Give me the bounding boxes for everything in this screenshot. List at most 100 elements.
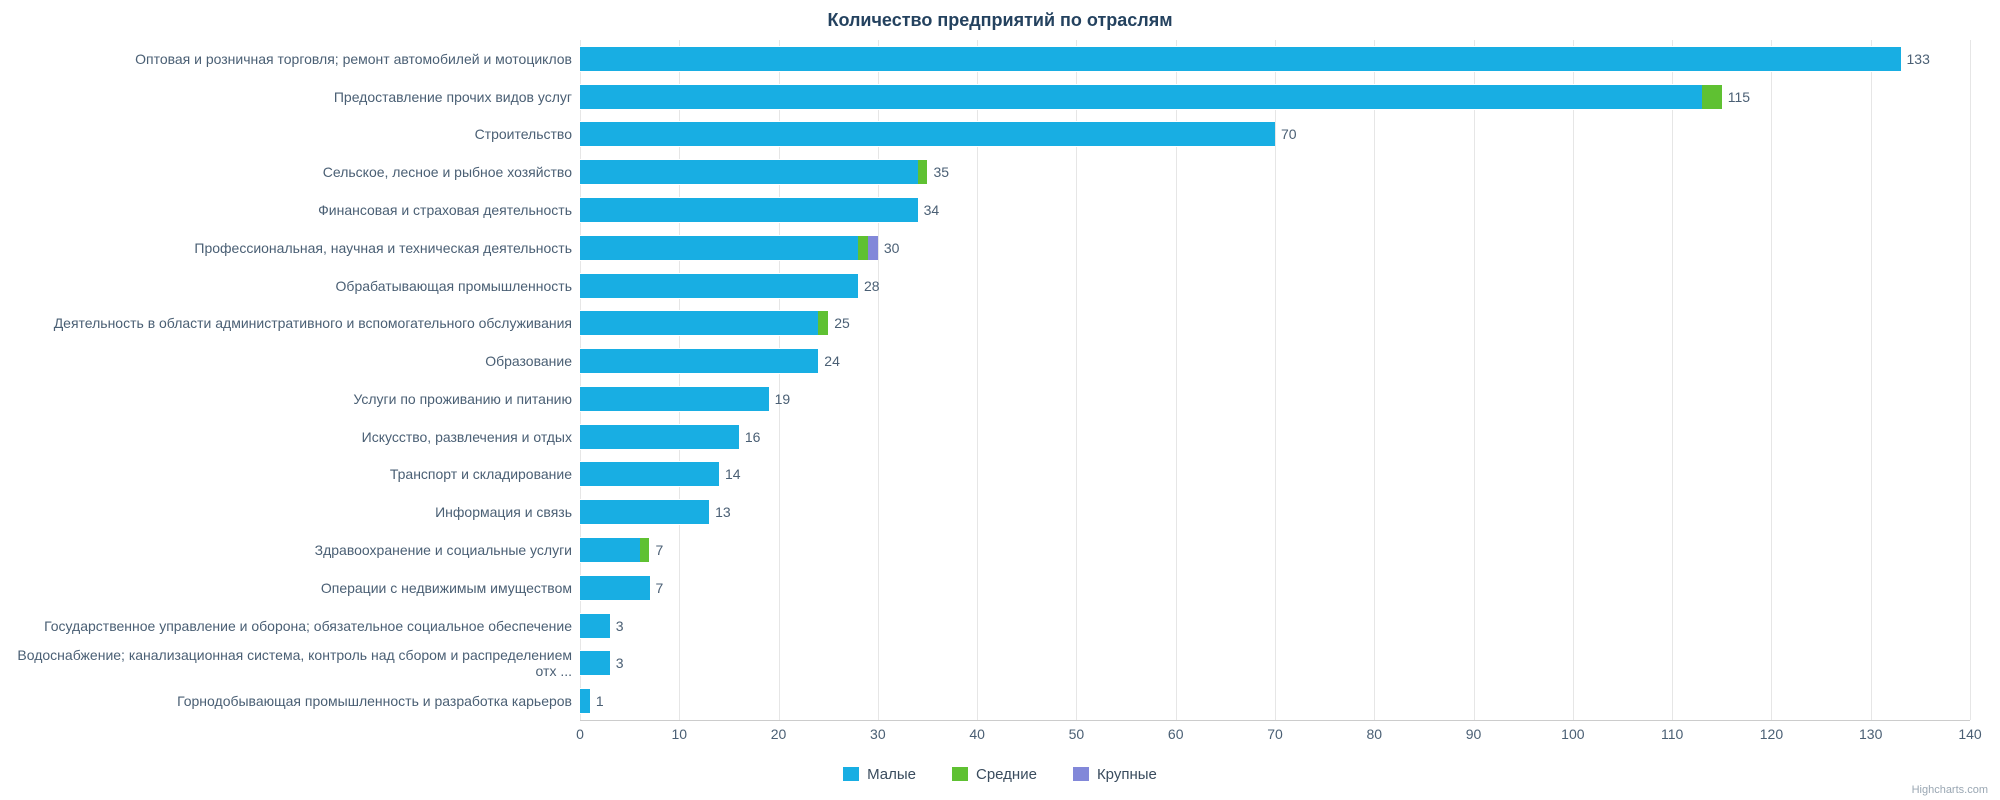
bar-total-label: 1	[596, 693, 604, 709]
bar-segment[interactable]	[580, 84, 1702, 110]
gridline	[1970, 40, 1971, 720]
category-label: Операции с недвижимым имуществом	[0, 580, 572, 596]
bar-segment[interactable]	[580, 537, 640, 563]
bar-total-label: 25	[834, 315, 850, 331]
category-label: Финансовая и страховая деятельность	[0, 202, 572, 218]
x-tick-label: 50	[1069, 726, 1085, 742]
bar-segment[interactable]	[580, 197, 918, 223]
bar-segment[interactable]	[818, 310, 828, 336]
bar-segment[interactable]	[580, 46, 1901, 72]
bar-segment[interactable]	[580, 159, 918, 185]
x-tick-label: 90	[1466, 726, 1482, 742]
category-label: Сельское, лесное и рыбное хозяйство	[0, 164, 572, 180]
x-tick-label: 60	[1168, 726, 1184, 742]
legend-item[interactable]: Малые	[843, 766, 916, 783]
bar-segment[interactable]	[580, 348, 818, 374]
bar-total-label: 70	[1281, 126, 1297, 142]
gridline	[1771, 40, 1772, 720]
category-label: Оптовая и розничная торговля; ремонт авт…	[0, 51, 572, 67]
bar-total-label: 34	[924, 202, 940, 218]
bar-segment[interactable]	[580, 499, 709, 525]
bar-row: 34	[580, 198, 939, 222]
category-label: Здравоохранение и социальные услуги	[0, 542, 572, 558]
plot-area: 0102030405060708090100110120130140133115…	[580, 40, 1970, 720]
gridline	[1573, 40, 1574, 720]
bar-total-label: 3	[616, 618, 624, 634]
bar-total-label: 14	[725, 466, 741, 482]
chart-title: Количество предприятий по отраслям	[0, 0, 2000, 31]
bar-total-label: 28	[864, 278, 880, 294]
category-label: Обрабатывающая промышленность	[0, 278, 572, 294]
bar-segment[interactable]	[580, 650, 610, 676]
y-axis-labels: Оптовая и розничная торговля; ремонт авт…	[0, 40, 572, 720]
gridline	[1374, 40, 1375, 720]
x-tick-label: 110	[1661, 726, 1683, 742]
bar-row: 3	[580, 651, 624, 675]
category-label: Горнодобывающая промышленность и разрабо…	[0, 693, 572, 709]
category-label: Искусство, развлечения и отдых	[0, 429, 572, 445]
x-tick-label: 130	[1859, 726, 1882, 742]
x-tick-label: 100	[1561, 726, 1584, 742]
bar-total-label: 7	[656, 580, 664, 596]
gridline	[1474, 40, 1475, 720]
legend-label: Малые	[867, 766, 916, 783]
bar-segment[interactable]	[580, 613, 610, 639]
bar-row: 19	[580, 387, 790, 411]
bar-segment[interactable]	[868, 235, 878, 261]
gridline	[1871, 40, 1872, 720]
bar-segment[interactable]	[580, 273, 858, 299]
legend-item[interactable]: Средние	[952, 766, 1037, 783]
category-label: Деятельность в области административного…	[0, 315, 572, 331]
bar-segment[interactable]	[580, 121, 1275, 147]
category-label: Предоставление прочих видов услуг	[0, 89, 572, 105]
category-label: Водоснабжение; канализационная система, …	[0, 647, 572, 679]
gridline	[1672, 40, 1673, 720]
x-tick-label: 40	[969, 726, 985, 742]
category-label: Государственное управление и оборона; об…	[0, 618, 572, 634]
x-tick-label: 80	[1366, 726, 1382, 742]
legend-item[interactable]: Крупные	[1073, 766, 1157, 783]
bar-total-label: 7	[655, 542, 663, 558]
bar-row: 24	[580, 349, 840, 373]
bar-segment[interactable]	[580, 386, 769, 412]
bar-segment[interactable]	[580, 688, 590, 714]
bar-segment[interactable]	[580, 235, 858, 261]
bar-row: 133	[580, 47, 1930, 71]
bar-row: 14	[580, 462, 741, 486]
bar-row: 115	[580, 85, 1750, 109]
bar-segment[interactable]	[580, 575, 650, 601]
bar-segment[interactable]	[858, 235, 868, 261]
bar-total-label: 3	[616, 655, 624, 671]
bar-segment[interactable]	[580, 461, 719, 487]
bar-segment[interactable]	[580, 424, 739, 450]
bar-row: 7	[580, 538, 663, 562]
bar-segment[interactable]	[918, 159, 928, 185]
x-tick-label: 0	[576, 726, 584, 742]
bar-total-label: 24	[824, 353, 840, 369]
bar-row: 35	[580, 160, 949, 184]
x-tick-label: 120	[1760, 726, 1783, 742]
bar-segment[interactable]	[640, 537, 650, 563]
bar-total-label: 115	[1728, 89, 1750, 105]
x-tick-label: 20	[771, 726, 787, 742]
category-label: Транспорт и складирование	[0, 466, 572, 482]
legend-swatch	[1073, 767, 1089, 781]
bar-row: 16	[580, 425, 760, 449]
bar-segment[interactable]	[580, 310, 818, 336]
category-label: Строительство	[0, 126, 572, 142]
category-label: Образование	[0, 353, 572, 369]
legend-swatch	[843, 767, 859, 781]
legend: Малые Средние Крупные	[0, 766, 2000, 787]
bar-total-label: 30	[884, 240, 900, 256]
x-tick-label: 140	[1958, 726, 1981, 742]
legend-label: Крупные	[1097, 766, 1157, 783]
bar-row: 25	[580, 311, 850, 335]
credits-link[interactable]: Highcharts.com	[1912, 784, 1988, 796]
legend-swatch	[952, 767, 968, 781]
bar-total-label: 133	[1907, 51, 1930, 67]
bar-total-label: 35	[933, 164, 949, 180]
bar-row: 3	[580, 614, 624, 638]
bar-segment[interactable]	[1702, 84, 1722, 110]
legend-label: Средние	[976, 766, 1037, 783]
x-tick-label: 70	[1267, 726, 1283, 742]
